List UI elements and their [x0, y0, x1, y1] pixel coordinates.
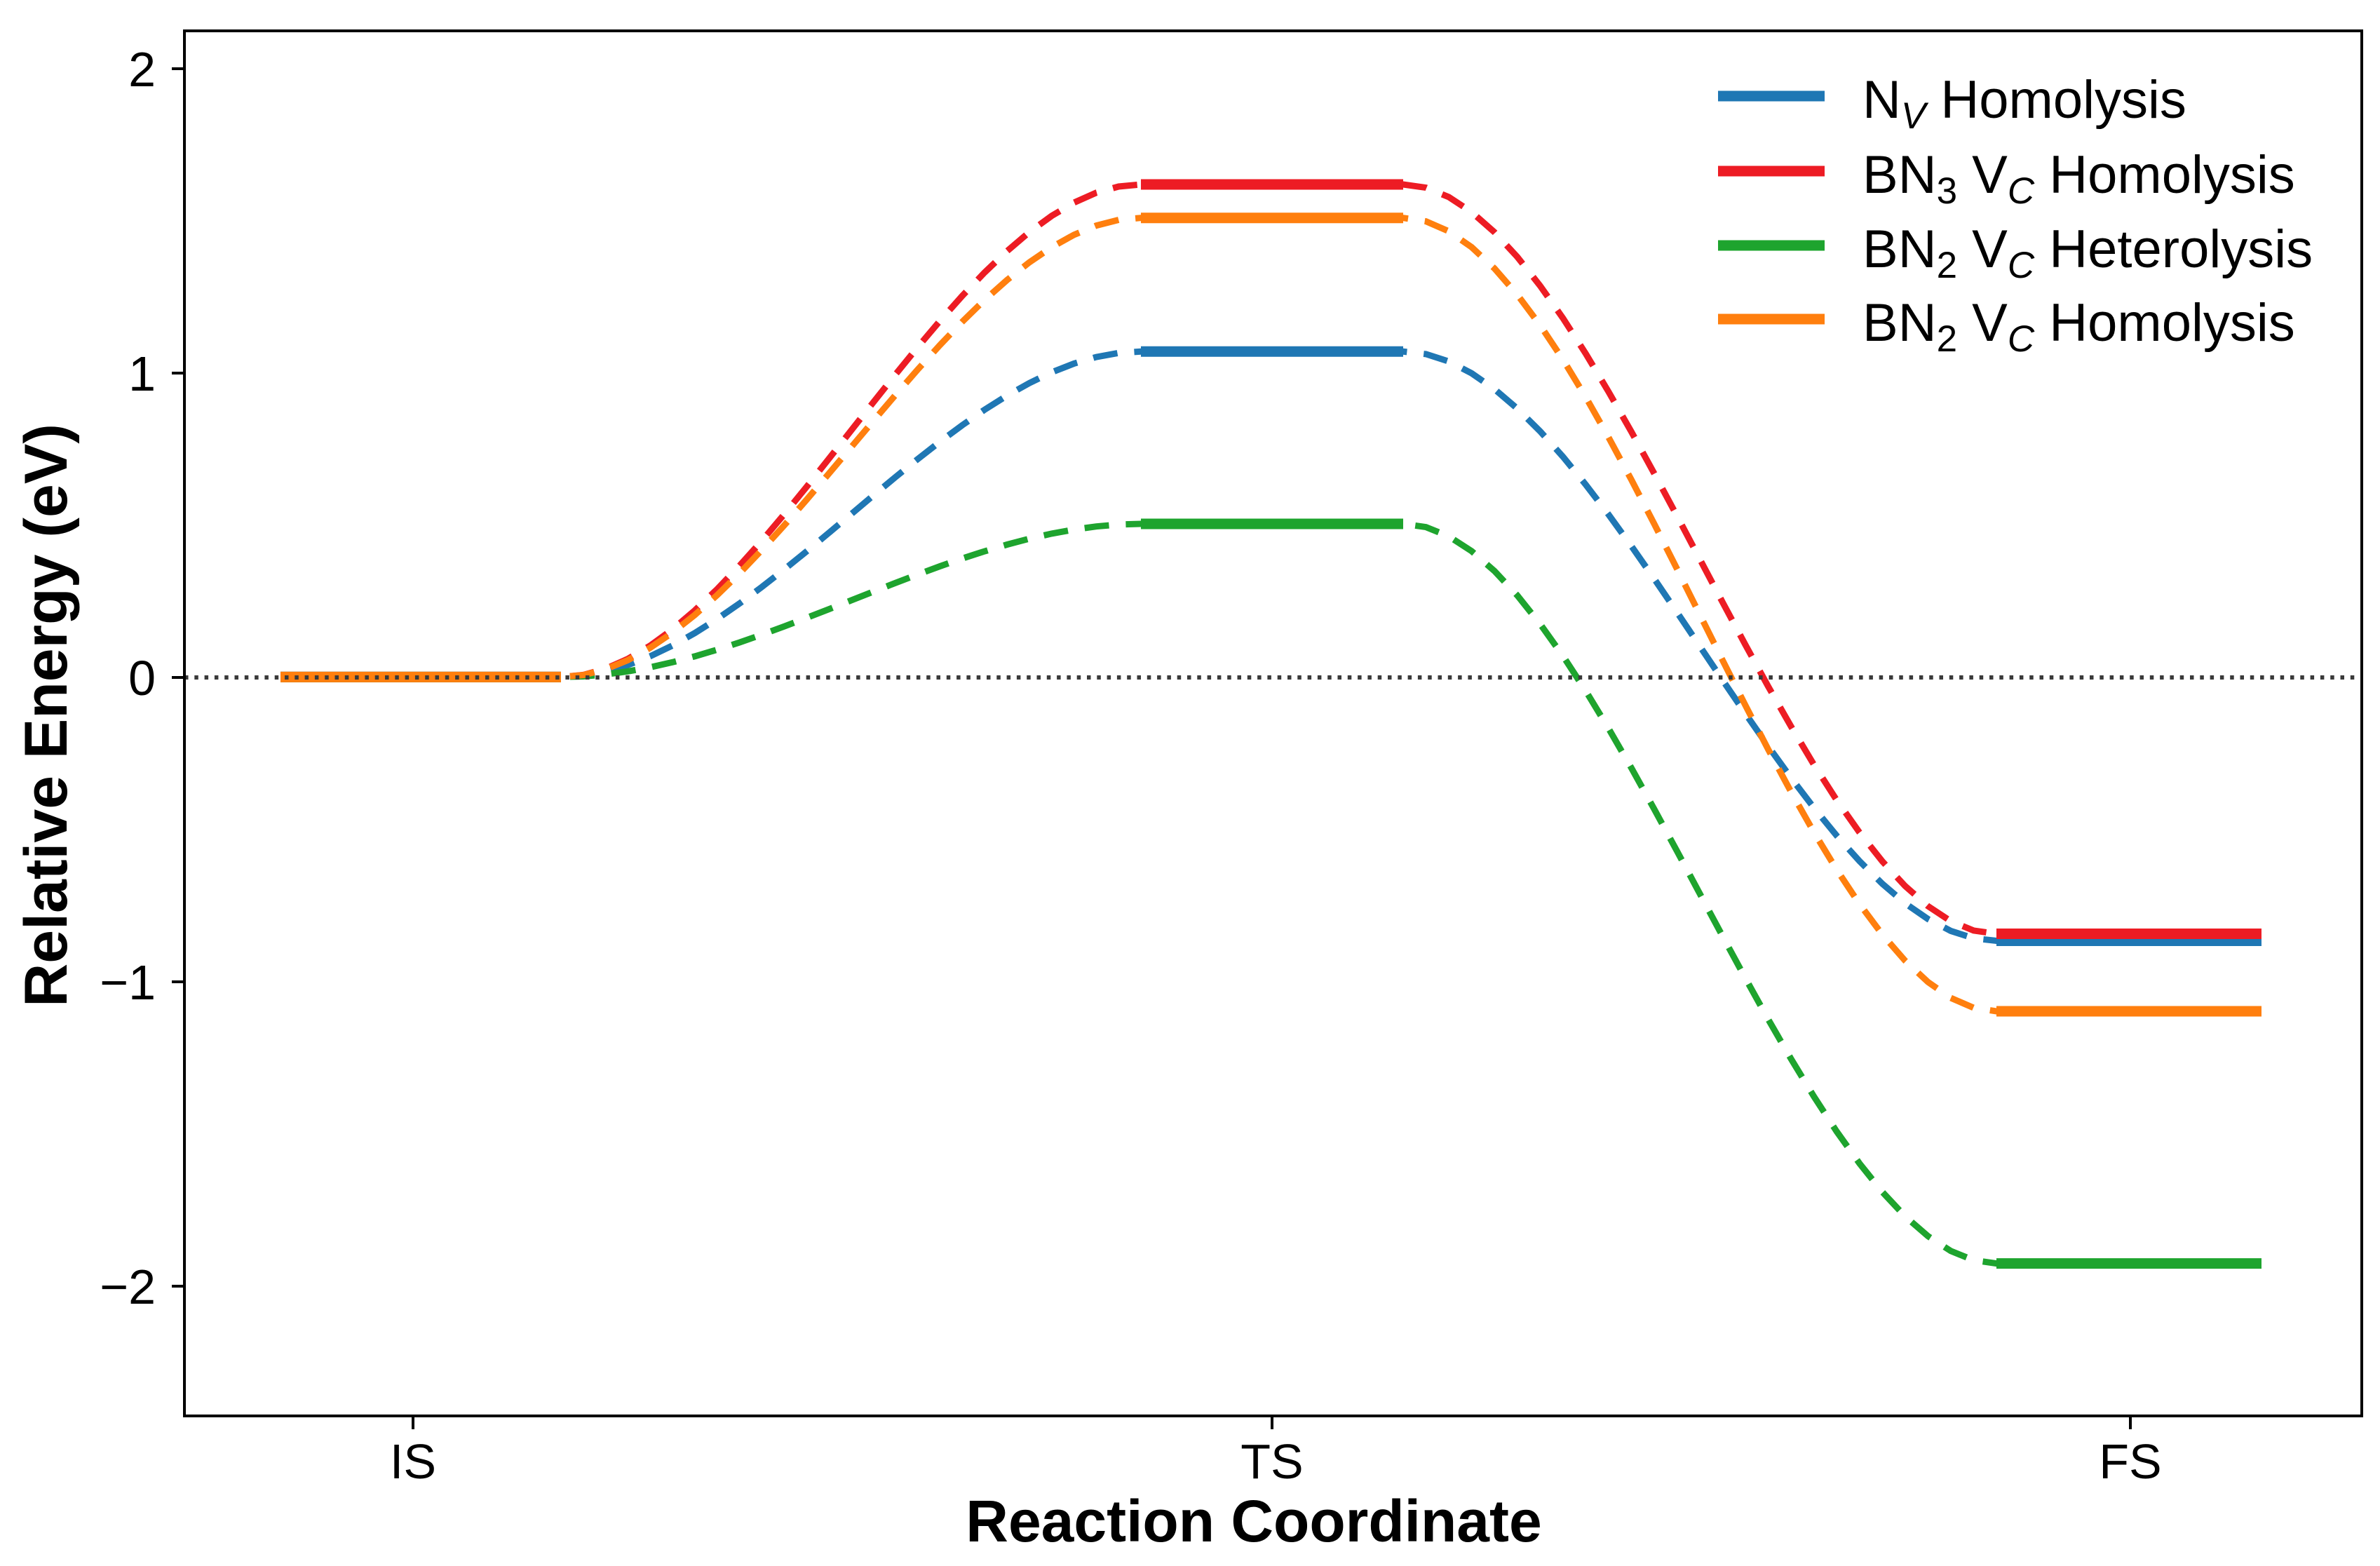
svg-text:−1: −1: [100, 955, 156, 1010]
svg-text:FS: FS: [2099, 1434, 2161, 1489]
svg-text:0: 0: [128, 651, 156, 706]
svg-text:Reaction Coordinate: Reaction Coordinate: [966, 1488, 1541, 1554]
svg-text:BN2​ VC​ Heterolysis: BN2​ VC​ Heterolysis: [1862, 220, 2313, 286]
svg-text:BN3​ VC​ Homolysis: BN3​ VC​ Homolysis: [1862, 145, 2295, 212]
svg-text:2: 2: [128, 42, 156, 97]
svg-text:−2: −2: [100, 1260, 156, 1314]
svg-text:IS: IS: [390, 1434, 436, 1489]
svg-text:BN2​ VC​ Homolysis: BN2​ VC​ Homolysis: [1862, 293, 2295, 360]
svg-text:1: 1: [128, 346, 156, 401]
svg-text:NV​ Homolysis: NV​ Homolysis: [1862, 70, 2186, 137]
svg-text:Relative Energy (eV): Relative Energy (eV): [13, 424, 80, 1007]
svg-text:TS: TS: [1240, 1434, 1303, 1489]
